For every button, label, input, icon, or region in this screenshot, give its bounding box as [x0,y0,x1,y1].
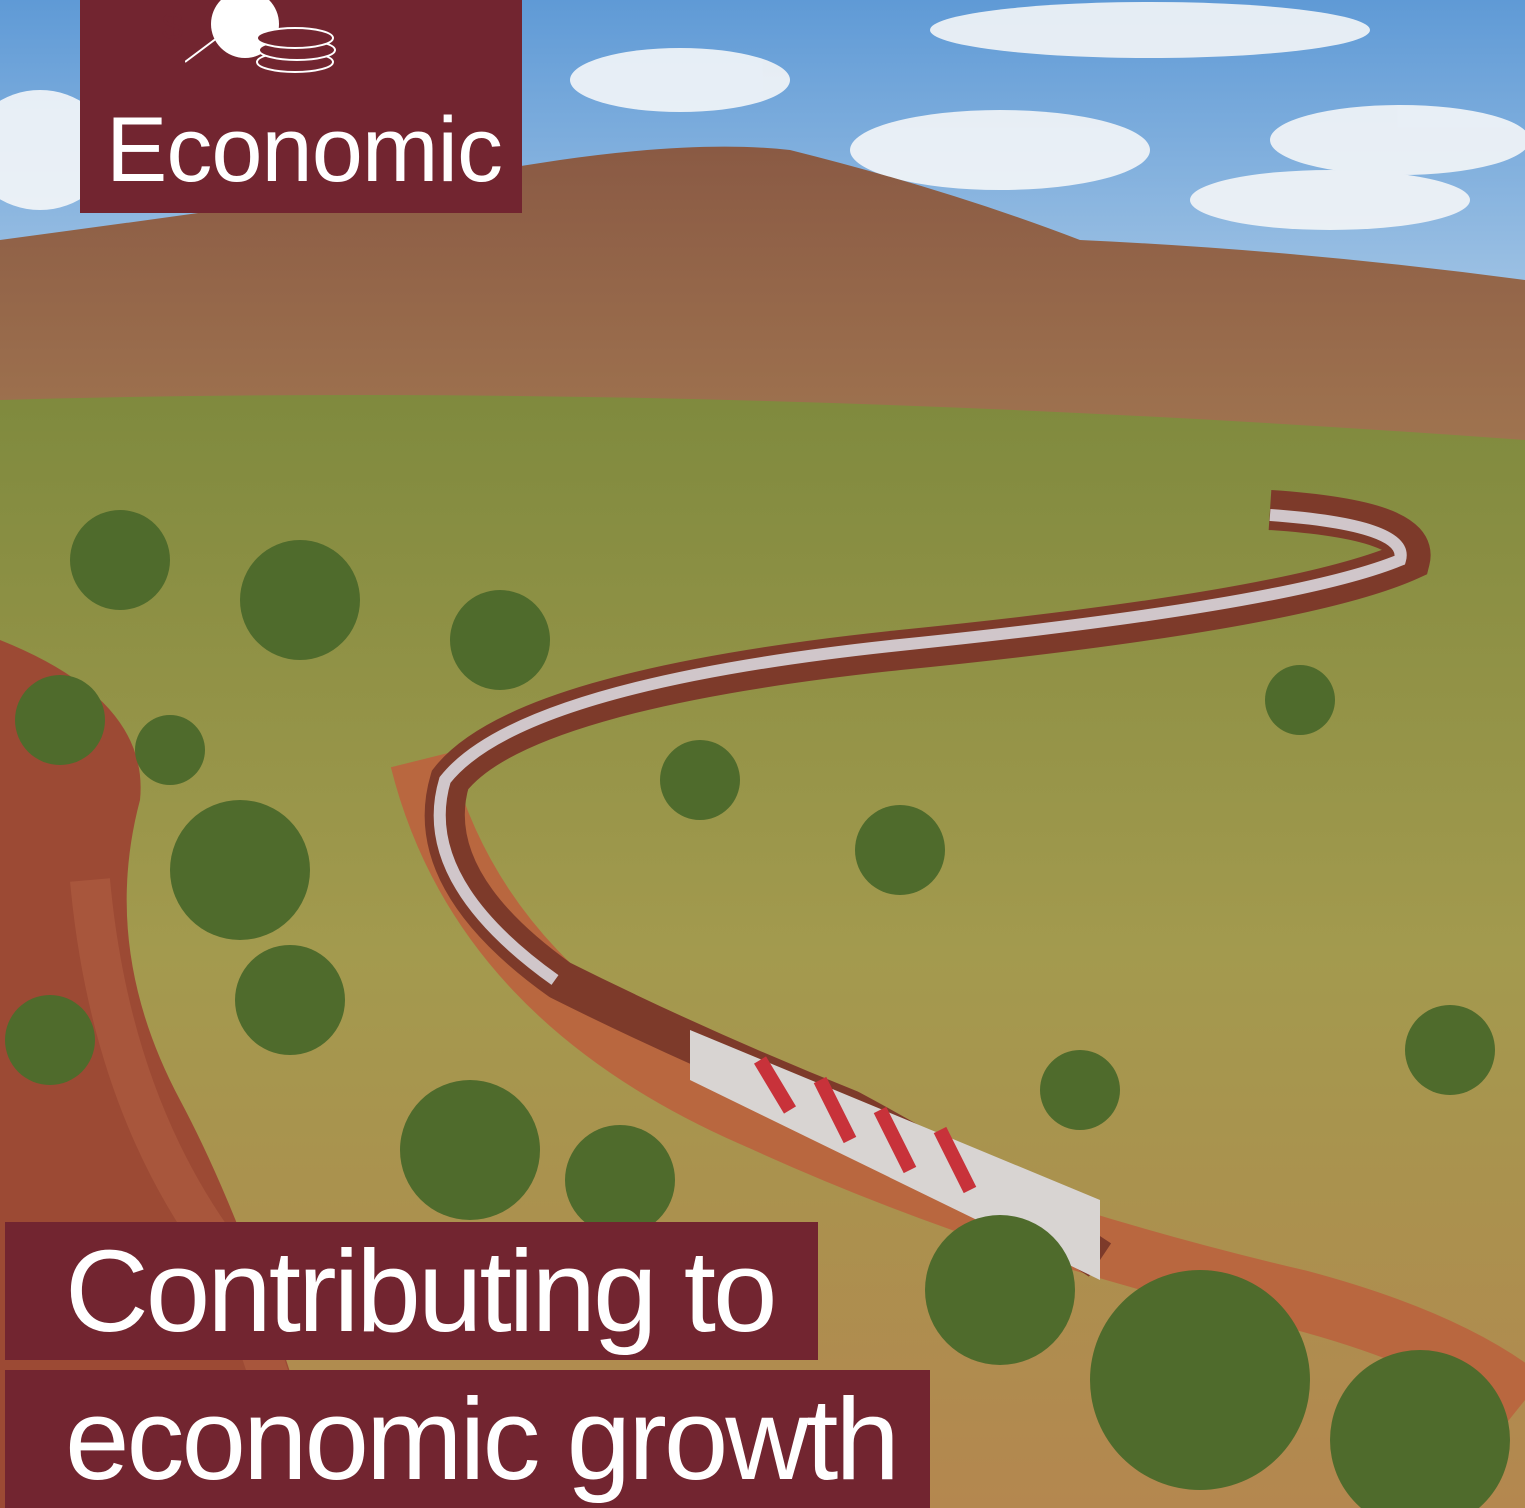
headline-box: economic growth [5,1370,930,1508]
headline-line: economic growth [65,1374,897,1504]
headline-box: Contributing to [5,1222,818,1360]
headline-line: Contributing to [65,1226,774,1356]
section-label: Economic [106,100,502,200]
icon-symbol: $ [162,6,183,49]
money-icon [185,0,345,80]
page: {"section": {"icon_symbol": "$", "label"… [0,0,1525,1508]
section-tag: $ Economic [80,0,522,213]
